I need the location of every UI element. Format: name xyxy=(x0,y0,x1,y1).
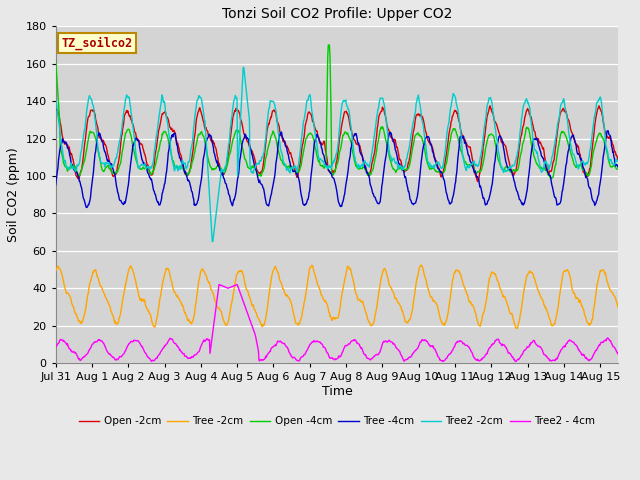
Tree2 -2cm xyxy=(614,157,622,163)
Open -2cm xyxy=(486,103,494,109)
Open -4cm xyxy=(491,140,499,145)
Tree -2cm xyxy=(614,305,622,311)
Tree -4cm xyxy=(501,155,509,161)
Tree -4cm xyxy=(110,169,118,175)
Tree -4cm xyxy=(300,202,308,208)
Tree2 - 4cm xyxy=(52,344,60,350)
Title: Tonzi Soil CO2 Profile: Upper CO2: Tonzi Soil CO2 Profile: Upper CO2 xyxy=(222,7,452,21)
Tree -2cm xyxy=(439,321,447,326)
Tree -4cm xyxy=(52,182,60,188)
Tree -2cm xyxy=(501,295,509,301)
Open -2cm xyxy=(300,136,307,142)
Open -4cm xyxy=(280,161,287,167)
Tree -4cm xyxy=(604,128,611,134)
Tree2 - 4cm xyxy=(512,359,520,364)
Tree2 - 4cm xyxy=(491,338,499,344)
Tree2 -2cm xyxy=(52,97,60,103)
Tree2 - 4cm xyxy=(233,282,241,288)
Tree2 -2cm xyxy=(280,161,288,167)
Open -2cm xyxy=(614,158,622,164)
Tree2 - 4cm xyxy=(300,352,308,358)
Open -4cm xyxy=(52,57,60,63)
X-axis label: Time: Time xyxy=(322,385,353,398)
Open -2cm xyxy=(502,143,509,149)
Tree -2cm xyxy=(109,313,117,319)
Open -4cm xyxy=(300,149,307,155)
Text: TZ_soilco2: TZ_soilco2 xyxy=(61,36,132,50)
Tree -2cm xyxy=(280,286,287,292)
Tree -4cm xyxy=(614,164,622,169)
Tree -2cm xyxy=(491,271,499,276)
Open -2cm xyxy=(492,120,499,125)
Line: Tree -4cm: Tree -4cm xyxy=(56,131,618,207)
Open -2cm xyxy=(474,179,481,184)
Open -4cm xyxy=(501,165,509,170)
Line: Tree2 -2cm: Tree2 -2cm xyxy=(56,68,618,241)
Open -2cm xyxy=(438,172,446,178)
Open -2cm xyxy=(109,174,117,180)
Tree -4cm xyxy=(83,204,90,210)
Open -4cm xyxy=(547,176,555,181)
Tree2 -2cm xyxy=(209,239,216,244)
Tree2 -2cm xyxy=(502,169,509,175)
Tree2 - 4cm xyxy=(614,352,622,358)
Tree2 - 4cm xyxy=(109,354,117,360)
Open -4cm xyxy=(439,169,447,175)
Tree -2cm xyxy=(300,304,307,310)
Line: Tree2 - 4cm: Tree2 - 4cm xyxy=(56,285,618,361)
Tree -2cm xyxy=(417,262,425,268)
Open -4cm xyxy=(614,166,622,172)
Tree2 - 4cm xyxy=(439,358,447,363)
Line: Open -2cm: Open -2cm xyxy=(56,106,618,181)
Tree -4cm xyxy=(439,172,447,178)
Tree2 - 4cm xyxy=(501,344,509,349)
Tree2 - 4cm xyxy=(280,341,287,347)
Tree2 -2cm xyxy=(239,65,247,71)
Line: Tree -2cm: Tree -2cm xyxy=(56,265,618,328)
Tree2 -2cm xyxy=(492,127,499,132)
Line: Open -4cm: Open -4cm xyxy=(56,45,618,179)
Tree -2cm xyxy=(513,325,520,331)
Open -2cm xyxy=(52,105,60,111)
Tree -4cm xyxy=(491,158,499,164)
Open -4cm xyxy=(109,169,117,175)
Tree2 -2cm xyxy=(440,162,447,168)
Legend: Open -2cm, Tree -2cm, Open -4cm, Tree -4cm, Tree2 -2cm, Tree2 - 4cm: Open -2cm, Tree -2cm, Open -4cm, Tree -4… xyxy=(74,412,600,431)
Tree -4cm xyxy=(280,138,287,144)
Tree2 -2cm xyxy=(301,113,308,119)
Open -2cm xyxy=(280,139,287,145)
Tree2 -2cm xyxy=(109,163,117,168)
Open -4cm xyxy=(324,42,332,48)
Tree -2cm xyxy=(52,269,60,275)
Y-axis label: Soil CO2 (ppm): Soil CO2 (ppm) xyxy=(7,147,20,242)
